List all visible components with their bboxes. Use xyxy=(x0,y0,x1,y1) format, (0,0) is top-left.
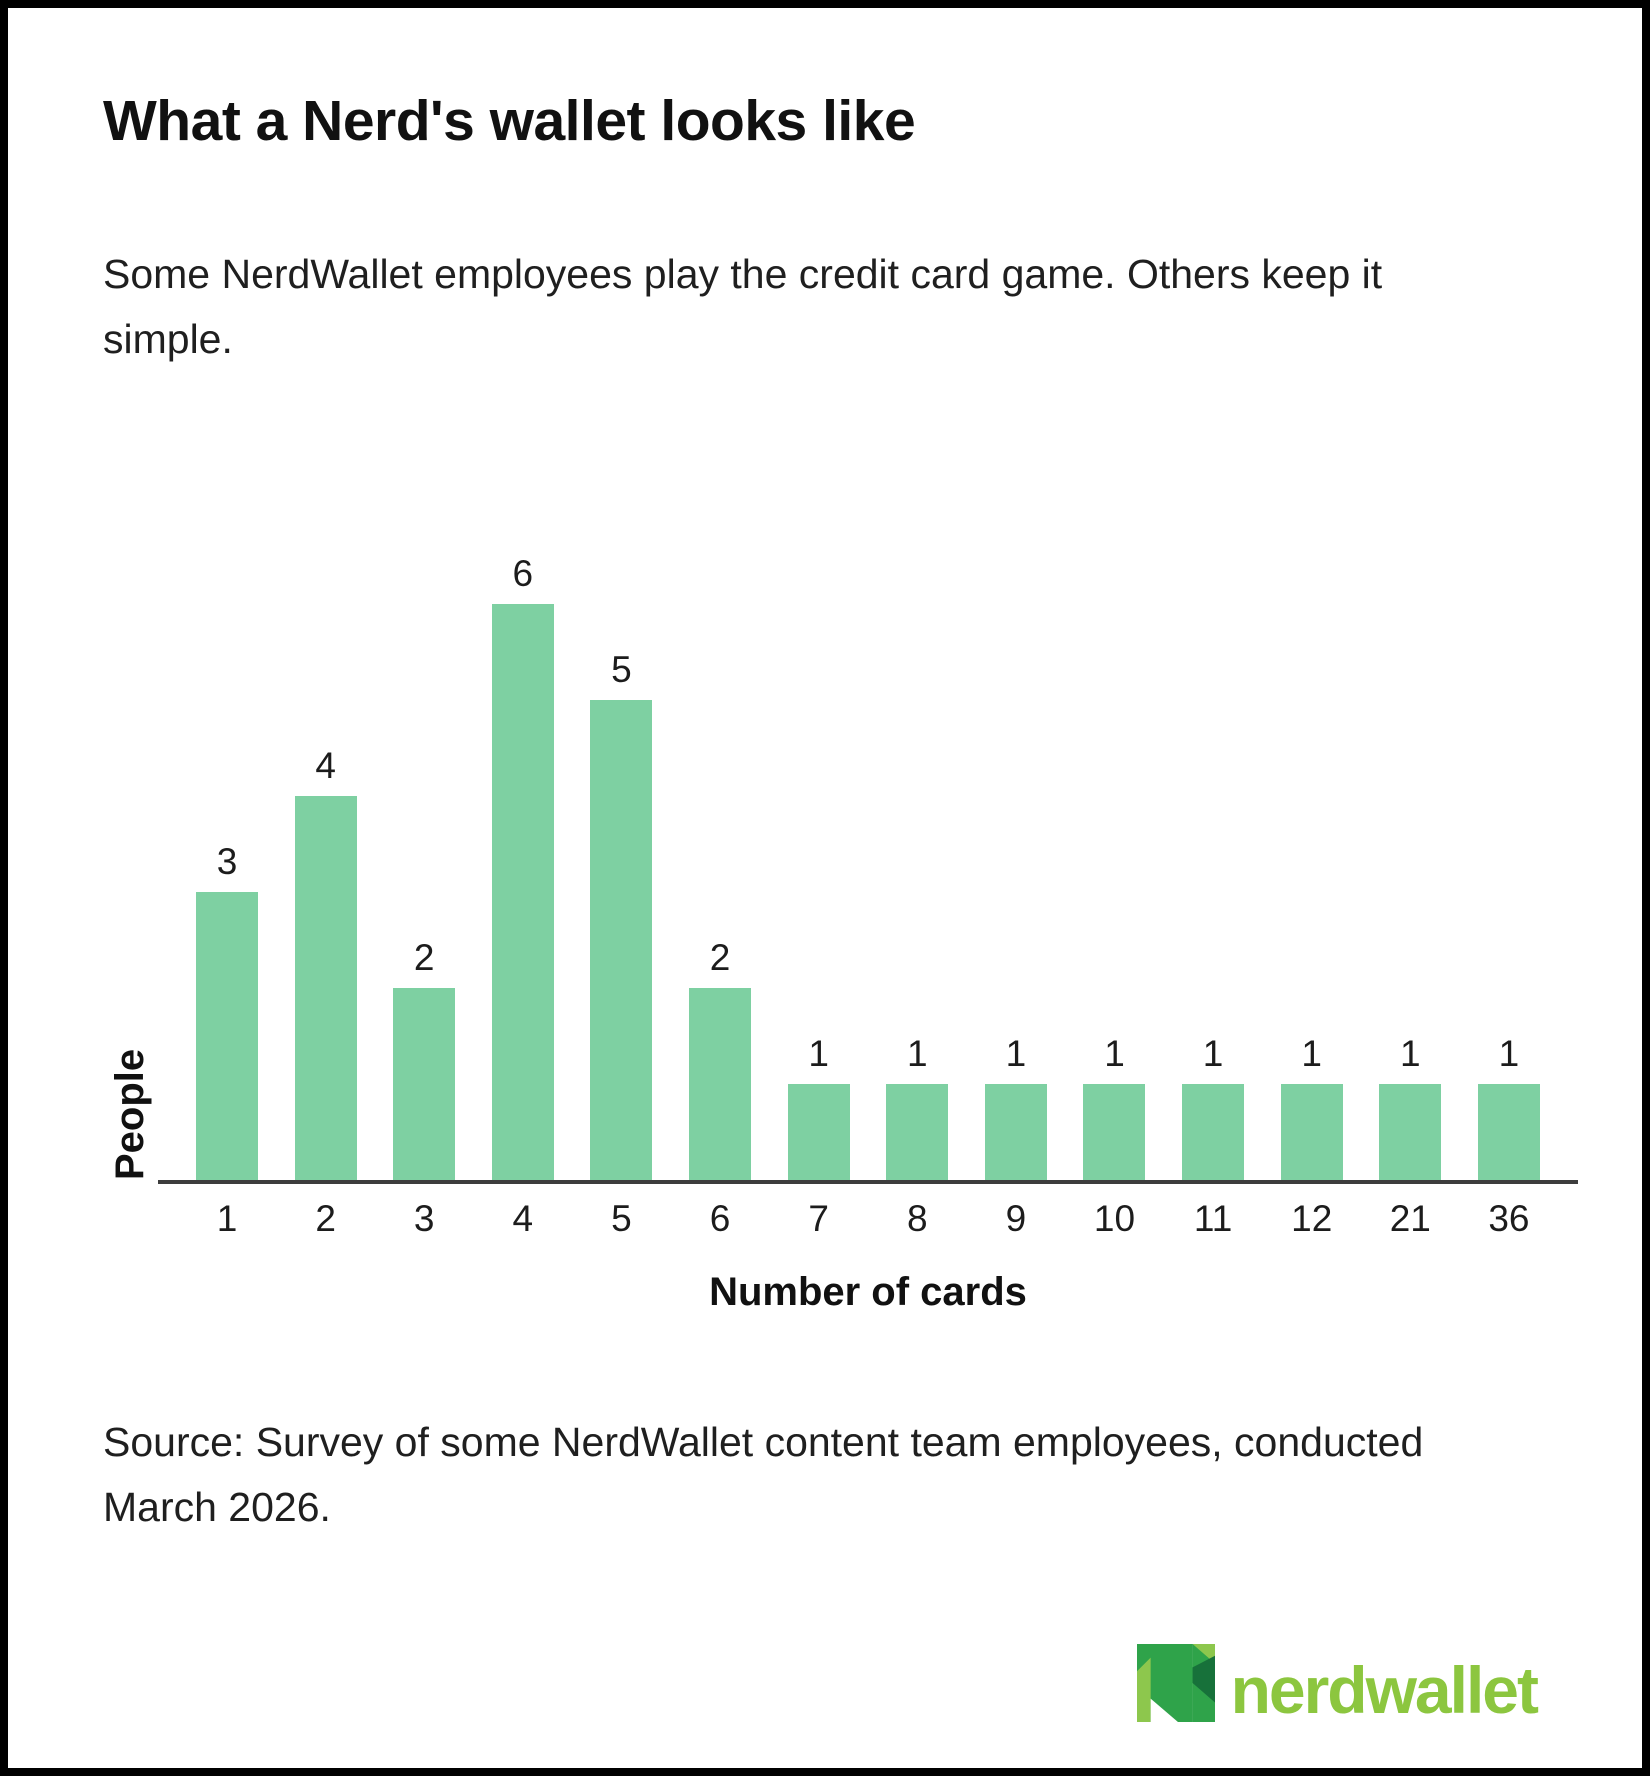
bar-slot: 4 xyxy=(277,744,375,1180)
bar xyxy=(491,603,554,1180)
bar-slot: 1 xyxy=(967,1032,1065,1180)
x-tick-label: 6 xyxy=(709,1197,731,1239)
bar-value-label: 1 xyxy=(906,1032,928,1074)
x-tick-label: 7 xyxy=(808,1197,829,1239)
bar xyxy=(196,891,258,1180)
x-tick-label: 5 xyxy=(611,1197,632,1239)
bar xyxy=(1379,1083,1442,1180)
x-tick-label: 9 xyxy=(1005,1197,1027,1239)
nerdwallet-wordmark: nerdwallet xyxy=(1230,1653,1539,1728)
bar-slot: 1 xyxy=(1263,1032,1361,1180)
x-tick-label: 12 xyxy=(1291,1197,1333,1239)
nerdwallet-logo-icon xyxy=(1136,1644,1215,1722)
bar-value-label: 6 xyxy=(512,552,534,594)
bar-value-label: 1 xyxy=(1202,1032,1224,1074)
bar-value-label: 1 xyxy=(1400,1032,1421,1074)
x-tick-label: 1 xyxy=(216,1197,238,1239)
bar xyxy=(294,795,357,1180)
x-tick-label: 10 xyxy=(1093,1197,1136,1239)
x-tick-label: 8 xyxy=(906,1197,928,1239)
bar xyxy=(393,987,456,1180)
x-axis-label: Number of cards xyxy=(709,1269,1027,1314)
x-tick-label: 3 xyxy=(413,1197,435,1239)
bar-value-label: 1 xyxy=(1301,1032,1322,1074)
bar-slot: 6 xyxy=(474,552,572,1180)
x-tick-label: 4 xyxy=(512,1197,534,1239)
bar-slot: 1 xyxy=(868,1032,966,1180)
plot-area: 3 4 2 6 5 2 1 1 1 1 1 1 1 1 xyxy=(158,540,1578,1184)
bar xyxy=(984,1083,1047,1180)
bar-slot: 2 xyxy=(375,936,473,1180)
bar-value-label: 4 xyxy=(315,744,336,786)
x-axis-ticks: 1 2 3 4 5 6 7 8 9 10 11 12 21 36 xyxy=(158,1198,1578,1240)
bar-slot: 1 xyxy=(770,1032,868,1180)
bar-value-label: 1 xyxy=(1104,1032,1125,1074)
bar-value-label: 1 xyxy=(1498,1032,1520,1074)
y-axis-label: People xyxy=(108,1048,152,1180)
x-tick-label: 11 xyxy=(1193,1197,1233,1239)
bar xyxy=(1083,1083,1146,1180)
bar-value-label: 2 xyxy=(413,936,435,978)
x-tick-label: 2 xyxy=(315,1197,336,1239)
bar-slot: 1 xyxy=(1361,1032,1459,1180)
bar xyxy=(590,699,653,1180)
bar xyxy=(1477,1083,1540,1180)
bar xyxy=(886,1083,949,1180)
chart-subtitle: Some NerdWallet employees play the credi… xyxy=(103,251,1383,362)
bar-slot: 1 xyxy=(1164,1032,1262,1180)
source-text: Source: Survey of some NerdWallet conten… xyxy=(103,1418,1424,1531)
bar xyxy=(1182,1083,1245,1180)
page-title: What a Nerd's wallet looks like xyxy=(103,89,916,153)
bar-slot: 3 xyxy=(178,840,276,1180)
bar-slot: 1 xyxy=(1065,1032,1163,1180)
bar-value-label: 5 xyxy=(611,648,632,690)
bar-slot: 2 xyxy=(671,936,769,1180)
bar-slot: 1 xyxy=(1460,1032,1558,1180)
x-tick-label: 36 xyxy=(1488,1197,1530,1239)
x-tick-label: 21 xyxy=(1389,1197,1431,1239)
bar-value-label: 1 xyxy=(808,1032,829,1074)
bar-slot: 5 xyxy=(572,648,670,1180)
bar xyxy=(1280,1083,1343,1180)
bar-value-label: 2 xyxy=(709,936,731,978)
bar-value-label: 3 xyxy=(216,840,238,882)
bar-value-label: 1 xyxy=(1005,1032,1027,1074)
bar xyxy=(689,987,752,1180)
bar xyxy=(787,1083,850,1180)
nerdwallet-logo: nerdwallet xyxy=(1136,1644,1539,1728)
